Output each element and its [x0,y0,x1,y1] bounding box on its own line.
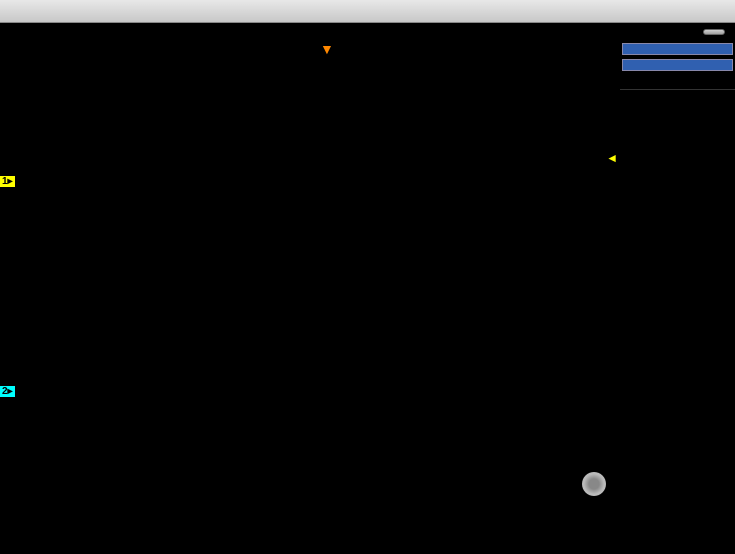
menu-bar [0,0,735,23]
waveform-canvas [0,41,620,501]
status-bar [0,23,735,41]
ref-arrow-icon: ◄ [606,151,618,165]
trigger-marker-icon: ▼ [320,41,334,57]
waveform-display[interactable]: ▼ 1▸ 2▸ ◄ [0,41,620,531]
side-panel [620,41,735,531]
buttons-toggle[interactable] [703,29,725,35]
timebase-info [230,512,241,523]
ch2-marker: 2▸ [0,386,15,397]
watermark-logo-icon [582,472,606,496]
watermark [582,472,612,496]
channel-readout-bar [0,503,620,531]
ch1-marker: 1▸ [0,176,15,187]
cursor2-box[interactable] [622,59,733,71]
cursor-info-block [620,73,735,85]
cursor1-box[interactable] [622,43,733,55]
main-area: ▼ 1▸ 2▸ ◄ [0,41,735,531]
